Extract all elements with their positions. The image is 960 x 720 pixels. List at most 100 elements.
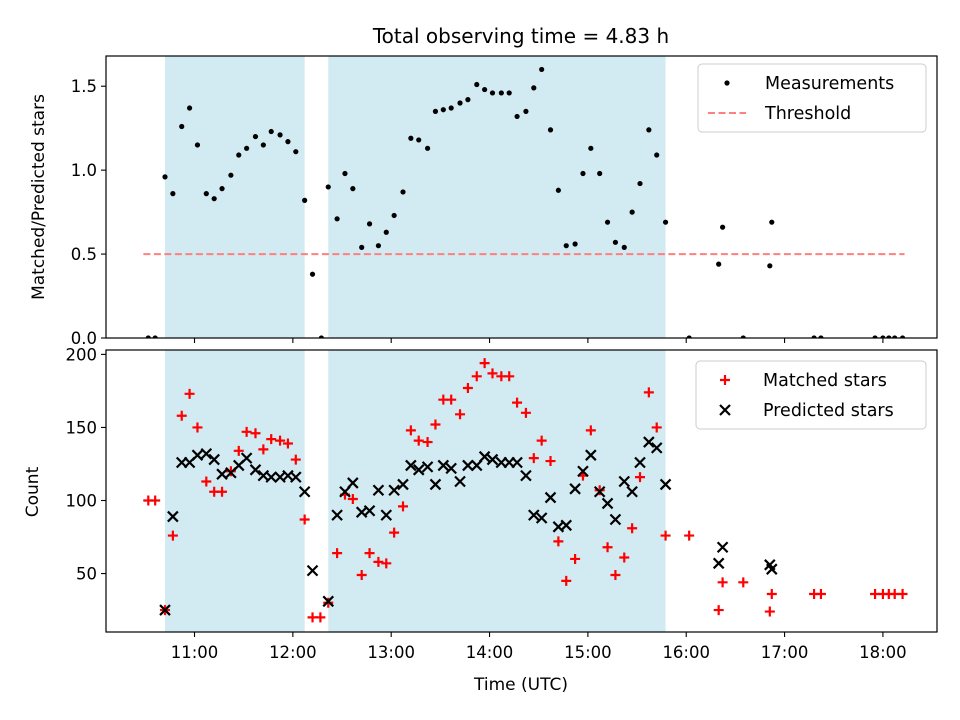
matched-stars-point xyxy=(738,577,749,588)
measurements-point xyxy=(498,90,504,96)
predicted-stars-point xyxy=(363,504,376,517)
matched-stars-point xyxy=(381,558,392,569)
predicted-stars-point xyxy=(634,456,646,469)
predicted-stars-point xyxy=(200,447,213,460)
plot-area xyxy=(143,66,906,338)
predicted-stars-point xyxy=(380,509,393,521)
predicted-stars-point xyxy=(249,464,262,476)
legend-measurements-label: Measurements xyxy=(765,74,894,94)
measurements-point xyxy=(686,335,692,338)
measurements-point xyxy=(170,191,176,197)
measurements-point xyxy=(350,186,356,192)
plot-area xyxy=(143,358,908,623)
matched-stars-point xyxy=(520,407,531,418)
measurements-point xyxy=(489,90,496,96)
matched-stars-point xyxy=(217,486,228,497)
measurements-point xyxy=(872,335,878,338)
measurements-point xyxy=(152,335,158,338)
measurements-point xyxy=(506,90,512,96)
measurements-point xyxy=(448,105,454,111)
predicted-stars-point xyxy=(659,478,672,491)
measurements-point xyxy=(482,86,488,93)
measurements-point xyxy=(637,180,643,187)
matched-stars-point xyxy=(315,612,326,623)
measurements-point xyxy=(285,139,291,145)
measurements-point xyxy=(457,100,463,106)
ratio-panel: 0.0 0.5 1.0 1.5 Measurements Threshold xyxy=(71,55,938,348)
matched-stars-point xyxy=(299,514,310,525)
measurements-point xyxy=(662,219,669,225)
measurements-point xyxy=(604,219,611,225)
measurements-point xyxy=(408,135,414,141)
measurements-point xyxy=(179,123,185,130)
measurements-point xyxy=(162,174,168,180)
matched-stars-point xyxy=(651,422,662,433)
y-tick-label: 100 xyxy=(66,491,98,510)
measurements-point xyxy=(309,271,316,277)
matched-stars-point xyxy=(487,368,498,379)
measurements-point xyxy=(740,335,746,338)
measurements-point xyxy=(325,184,331,190)
predicted-stars-point xyxy=(609,513,622,526)
matched-stars-point xyxy=(201,476,212,487)
x-tick-label: 16:00 xyxy=(662,643,710,662)
predicted-stars-point xyxy=(650,442,663,454)
legend-matched-stars-label: Matched stars xyxy=(763,371,887,391)
predicted-stars-point xyxy=(535,512,548,524)
measurements-point xyxy=(432,108,439,114)
matched-stars-point xyxy=(356,570,367,581)
predicted-stars-point xyxy=(643,436,655,448)
legend-predicted-stars-swatch xyxy=(719,404,731,416)
measurements-point xyxy=(621,244,627,250)
measurements-point xyxy=(769,219,775,225)
measurements-point xyxy=(236,152,242,158)
measurements-point xyxy=(186,105,193,111)
y-tick-label: 150 xyxy=(66,418,98,437)
predicted-stars-point xyxy=(528,509,540,521)
matched-stars-point xyxy=(397,501,408,512)
measurements-point xyxy=(547,127,554,133)
matched-stars-point xyxy=(184,388,195,399)
measurements-point xyxy=(252,133,259,140)
count-panel: 11:00 12:00 13:00 14:00 15:00 16:00 17:00 18:00… xyxy=(66,345,938,662)
matched-stars-point xyxy=(545,456,556,467)
legend: Measurements Threshold xyxy=(697,63,927,133)
y-tick-label: 50 xyxy=(76,565,97,584)
measurements-point xyxy=(716,261,722,267)
predicted-stars-point xyxy=(331,509,343,521)
measurements-point xyxy=(268,128,274,135)
measurements-point xyxy=(342,170,348,177)
predicted-stars-point xyxy=(159,604,171,616)
predicted-stars-point xyxy=(618,475,631,488)
measurements-point xyxy=(886,335,892,338)
matched-stars-point xyxy=(413,435,424,446)
matched-stars-point xyxy=(635,472,646,483)
y-tick-label: 1.5 xyxy=(71,77,97,96)
matched-stars-point xyxy=(250,428,261,439)
matched-stars-point xyxy=(815,589,826,600)
matched-stars-point xyxy=(290,454,301,465)
measurements-point xyxy=(391,212,397,219)
predicted-stars-point xyxy=(577,465,589,478)
x-tick-label: 18:00 xyxy=(859,643,907,662)
matched-stars-point xyxy=(897,589,908,600)
predicted-stars-point xyxy=(306,564,319,577)
legend-box xyxy=(697,63,927,133)
predicted-stars-point xyxy=(445,462,457,475)
legend-box xyxy=(695,360,927,430)
measurements-point xyxy=(203,191,209,197)
measurements-point xyxy=(811,335,817,338)
observing-interval-1 xyxy=(165,56,305,338)
matched-stars-point xyxy=(167,530,178,541)
predicted-stars-point xyxy=(216,468,228,480)
measurements-point xyxy=(899,335,906,338)
axes-frame xyxy=(105,55,938,339)
matched-stars-point xyxy=(275,435,286,446)
matched-stars-point xyxy=(192,422,203,433)
matched-stars-point xyxy=(422,437,433,448)
count-y-axis-label: Count xyxy=(23,466,43,517)
observing-interval-1 xyxy=(165,350,305,632)
matched-stars-point xyxy=(610,570,621,581)
measurements-point xyxy=(597,170,603,177)
measurements-point xyxy=(194,142,201,148)
